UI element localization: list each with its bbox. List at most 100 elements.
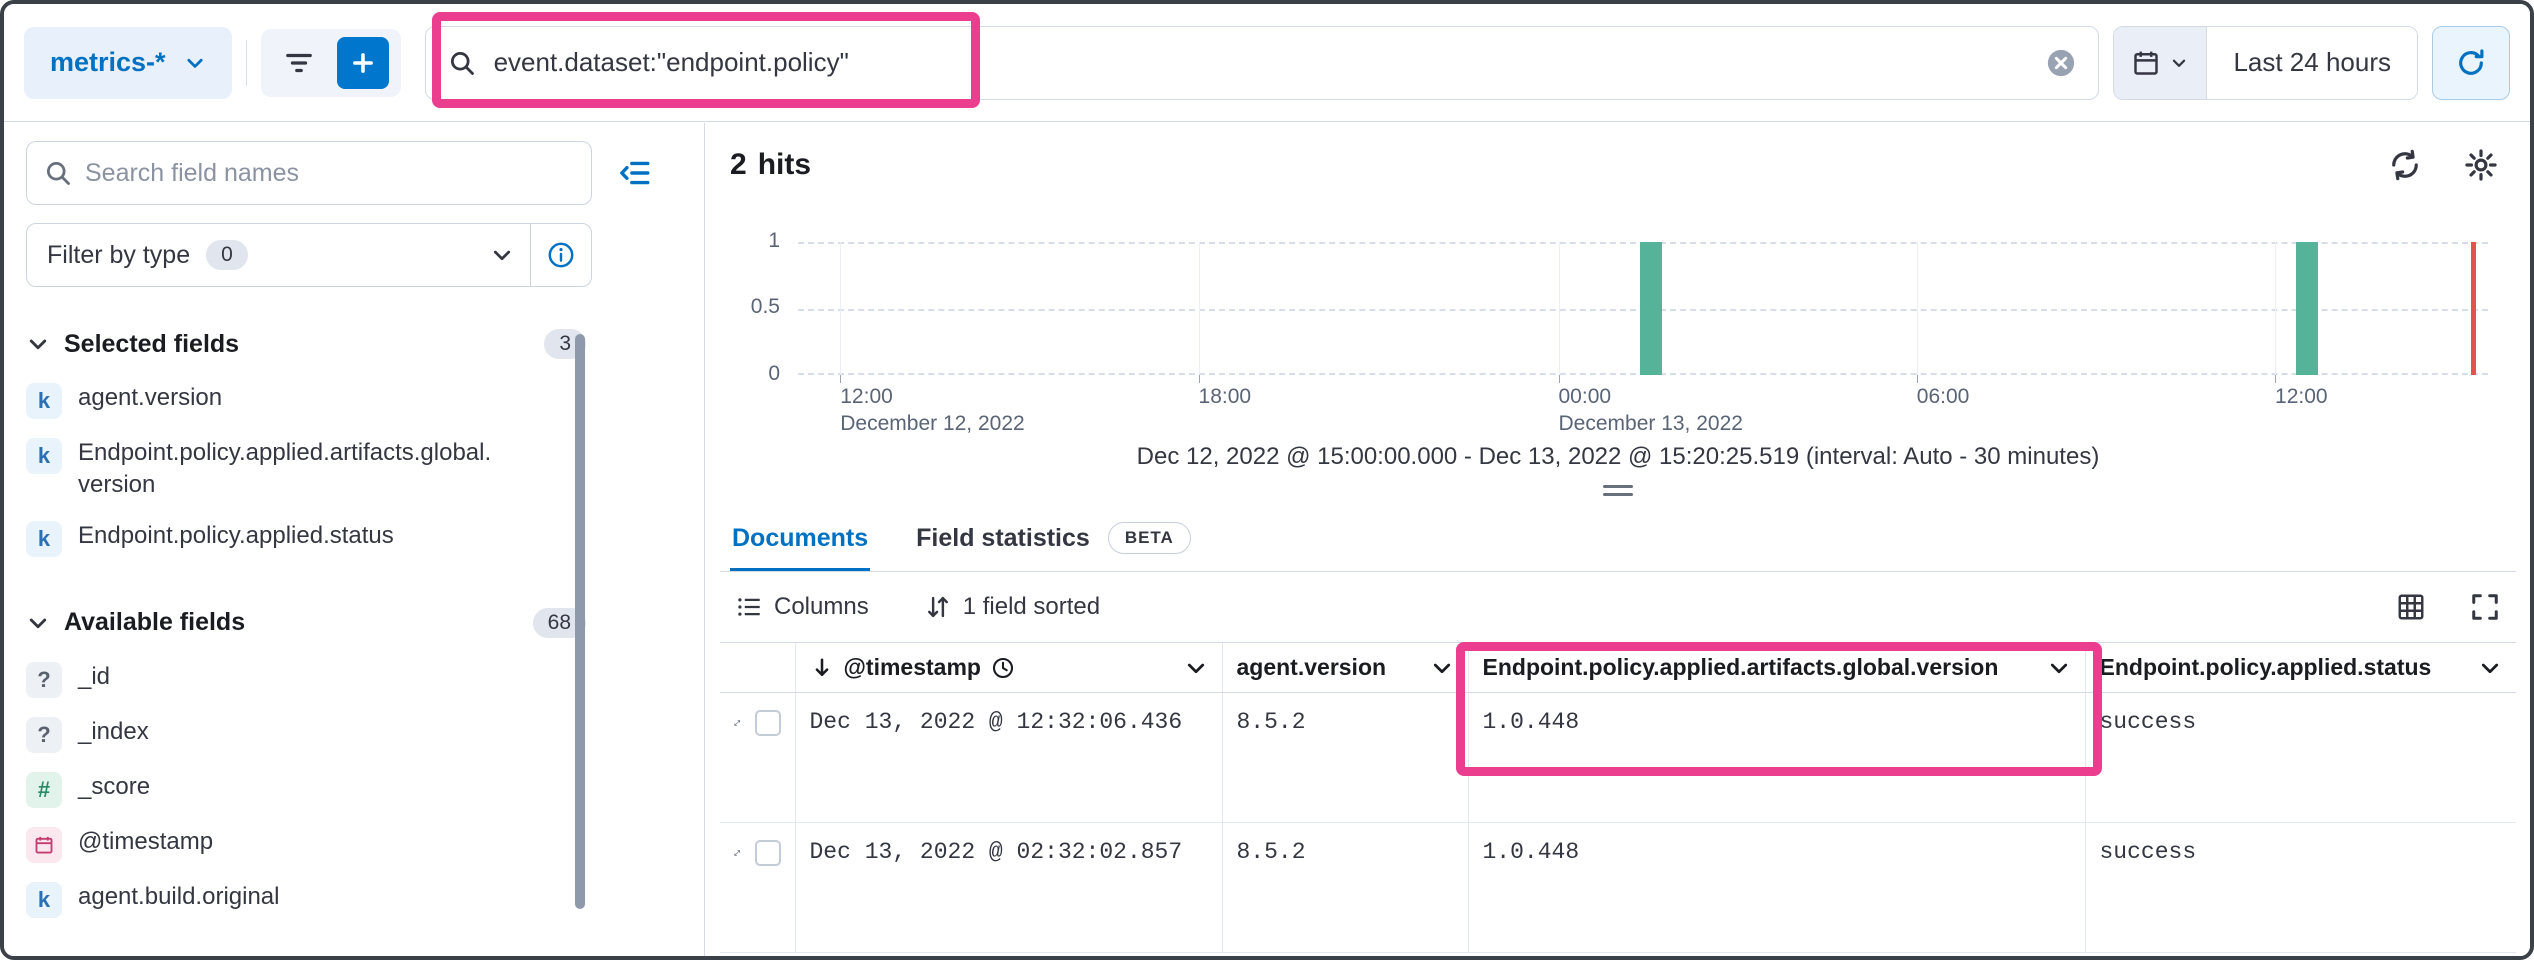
cell-artifacts-global-version[interactable]: 1.0.448 (1467, 822, 2085, 953)
column-menu-chevron-icon[interactable] (2047, 656, 2071, 680)
calendar-icon (35, 836, 53, 854)
time-range-button[interactable]: Last 24 hours (2207, 26, 2417, 99)
chevron-down-icon (2173, 59, 2186, 67)
y-axis-tick: 0 (768, 362, 780, 385)
filters-menu-button[interactable] (273, 37, 325, 89)
beta-badge: BETA (1107, 522, 1191, 554)
cell-agent-version[interactable]: 8.5.2 (1221, 822, 1468, 953)
column-header-artifacts-global-version[interactable]: Endpoint.policy.applied.artifacts.global… (1467, 642, 2085, 693)
add-filter-button[interactable] (336, 36, 389, 89)
x-axis-label: 12:00 (2275, 385, 2328, 408)
sort-fields-button[interactable]: 1 field sorted (919, 592, 1106, 622)
histogram-bar[interactable] (1640, 242, 1663, 375)
fields-sidebar: Filter by type 0 Selected fields 3 k age… (4, 123, 705, 956)
info-icon (548, 242, 574, 268)
column-header-timestamp[interactable]: @timestamp (794, 642, 1222, 693)
expand-document-icon[interactable] (734, 709, 741, 737)
cell-timestamp[interactable]: Dec 13, 2022 @ 02:32:02.857 (794, 822, 1222, 953)
field-item-agent-build-original[interactable]: k agent.build.original (26, 872, 566, 927)
refresh-button[interactable] (2432, 25, 2510, 100)
datagrid-toolbar: Columns 1 field sorted (720, 572, 2516, 642)
collapse-fields-icon (620, 161, 650, 185)
field-name: agent.version (78, 384, 223, 411)
x-gridline (2275, 242, 2277, 375)
date-picker-button[interactable] (2114, 26, 2208, 99)
column-menu-chevron-icon[interactable] (2478, 656, 2502, 680)
histogram-bar[interactable] (2296, 242, 2319, 375)
column-label: Endpoint.policy.applied.status (2099, 654, 2432, 680)
x-tick (1558, 375, 1560, 383)
column-header-agent-version[interactable]: agent.version (1221, 642, 1468, 693)
query-input[interactable]: event.dataset:"endpoint.policy" (493, 47, 849, 77)
field-item-timestamp[interactable]: @timestamp (26, 817, 566, 872)
columns-button[interactable]: Columns (730, 592, 875, 622)
collapse-sidebar-button[interactable] (612, 155, 658, 191)
cell-timestamp[interactable]: Dec 13, 2022 @ 12:32:06.436 (794, 692, 1222, 823)
number-token-icon: # (26, 771, 62, 808)
sort-icon (927, 596, 948, 618)
available-fields-label: Available fields (64, 608, 246, 637)
histogram-chart: 1 0.5 0 12:00 December 12, 2022 18:00 00:00… (720, 197, 2516, 439)
selected-fields-accordion[interactable]: Selected fields 3 (26, 329, 586, 359)
data-view-picker[interactable]: metrics-* (24, 26, 232, 99)
expand-document-icon[interactable] (734, 839, 741, 867)
fullscreen-button[interactable] (2464, 591, 2506, 623)
field-search (26, 141, 592, 205)
filter-controls (260, 28, 401, 97)
search-icon (46, 161, 70, 185)
field-name: _index (78, 717, 149, 745)
chevron-down-icon (29, 339, 47, 350)
chart-time-range-caption: Dec 12, 2022 @ 15:00:00.000 - Dec 13, 20… (1136, 443, 2100, 470)
tab-field-statistics[interactable]: Field statistics BETA (914, 522, 1193, 571)
tab-label: Documents (732, 523, 869, 552)
clock-icon (992, 657, 1014, 678)
cell-applied-status[interactable]: success (2084, 822, 2516, 953)
chevron-down-icon (493, 250, 511, 261)
display-options-button[interactable] (2390, 591, 2432, 623)
unknown-token-icon: ? (26, 716, 62, 753)
field-name: @timestamp (78, 827, 214, 855)
chart-cycle-button[interactable] (2382, 147, 2428, 183)
filter-by-type-count-badge: 0 (206, 240, 248, 270)
field-item-index[interactable]: ? _index (26, 707, 566, 762)
column-menu-chevron-icon[interactable] (1184, 656, 1208, 680)
chart-settings-button[interactable] (2458, 147, 2504, 183)
column-menu-chevron-icon[interactable] (1430, 656, 1454, 680)
clear-query-button[interactable] (2046, 48, 2076, 78)
column-label: @timestamp (843, 654, 981, 680)
histogram-plot-area[interactable] (798, 242, 2488, 383)
tab-documents[interactable]: Documents (730, 522, 871, 571)
field-search-input[interactable] (26, 141, 592, 205)
query-bar[interactable]: event.dataset:"endpoint.policy" (424, 25, 2100, 100)
filter-by-type-dropdown[interactable]: Filter by type 0 (26, 223, 592, 287)
y-axis-tick: 1 (768, 229, 780, 252)
chevron-down-icon (29, 618, 47, 628)
field-item-artifacts-global-version[interactable]: k Endpoint.policy.applied.artifacts.glob… (26, 428, 566, 511)
cell-agent-version[interactable]: 8.5.2 (1221, 692, 1468, 823)
field-item-agent-version[interactable]: k agent.version (26, 373, 566, 428)
gear-icon (2465, 149, 2497, 181)
filter-by-type-label: Filter by type (47, 240, 191, 269)
field-item-score[interactable]: # _score (26, 762, 566, 817)
field-types-info-button[interactable] (531, 241, 591, 269)
fullscreen-icon (2472, 594, 2498, 620)
x-tick (1198, 375, 1200, 383)
available-fields-accordion[interactable]: Available fields 68 (26, 607, 586, 638)
x-gridline (1916, 242, 1918, 375)
row-checkbox[interactable] (754, 710, 781, 736)
sidebar-scrollbar[interactable] (575, 334, 585, 909)
column-label: Endpoint.policy.applied.artifacts.global… (1482, 654, 1999, 680)
control-column-header (720, 642, 795, 693)
cell-artifacts-global-version[interactable]: 1.0.448 (1467, 692, 2085, 823)
available-fields-list: ? _id ? _index # _score @timestamp k age… (26, 652, 704, 927)
x-gridline (1198, 242, 1200, 375)
column-header-applied-status[interactable]: Endpoint.policy.applied.status (2084, 642, 2516, 693)
calendar-icon (2134, 51, 2159, 75)
chart-resize-handle[interactable] (720, 485, 2516, 496)
row-checkbox[interactable] (754, 840, 781, 866)
field-item-id[interactable]: ? _id (26, 652, 566, 707)
selected-fields-list: k agent.version k Endpoint.policy.applie… (26, 373, 704, 566)
cell-applied-status[interactable]: success (2084, 692, 2516, 823)
field-item-applied-status[interactable]: k Endpoint.policy.applied.status (26, 511, 566, 566)
